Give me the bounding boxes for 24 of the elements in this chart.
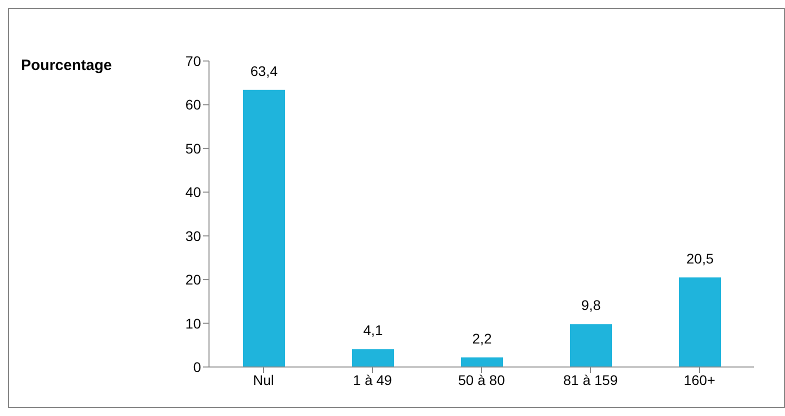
x-tick-label: 160+: [684, 372, 716, 388]
y-tick-label: 10: [185, 315, 202, 332]
data-label: 2,2: [472, 330, 492, 346]
data-label: 63,4: [250, 62, 278, 79]
y-tick-label: 50: [185, 140, 202, 156]
y-tick-label: 0: [193, 358, 202, 375]
y-tick-label: 30: [185, 228, 202, 244]
data-label: 20,5: [686, 250, 714, 266]
x-tick-label: Nul: [252, 372, 274, 388]
bar: [243, 90, 285, 367]
bar: [570, 324, 612, 367]
y-tick-label: 20: [185, 272, 202, 288]
bar: [679, 277, 721, 367]
y-tick-label: 60: [185, 96, 202, 113]
x-tick-label: 81 à 159: [563, 372, 618, 388]
data-label: 4,1: [363, 322, 383, 338]
bar: [352, 349, 394, 367]
bar: [461, 357, 503, 367]
x-tick-label: 1 à 49: [353, 372, 392, 388]
data-label: 9,8: [581, 297, 601, 314]
y-tick-label: 70: [185, 52, 202, 69]
y-axis-title: Pourcentage: [21, 57, 112, 74]
y-tick-label: 40: [185, 184, 202, 200]
x-tick-label: 50 à 80: [458, 372, 506, 388]
